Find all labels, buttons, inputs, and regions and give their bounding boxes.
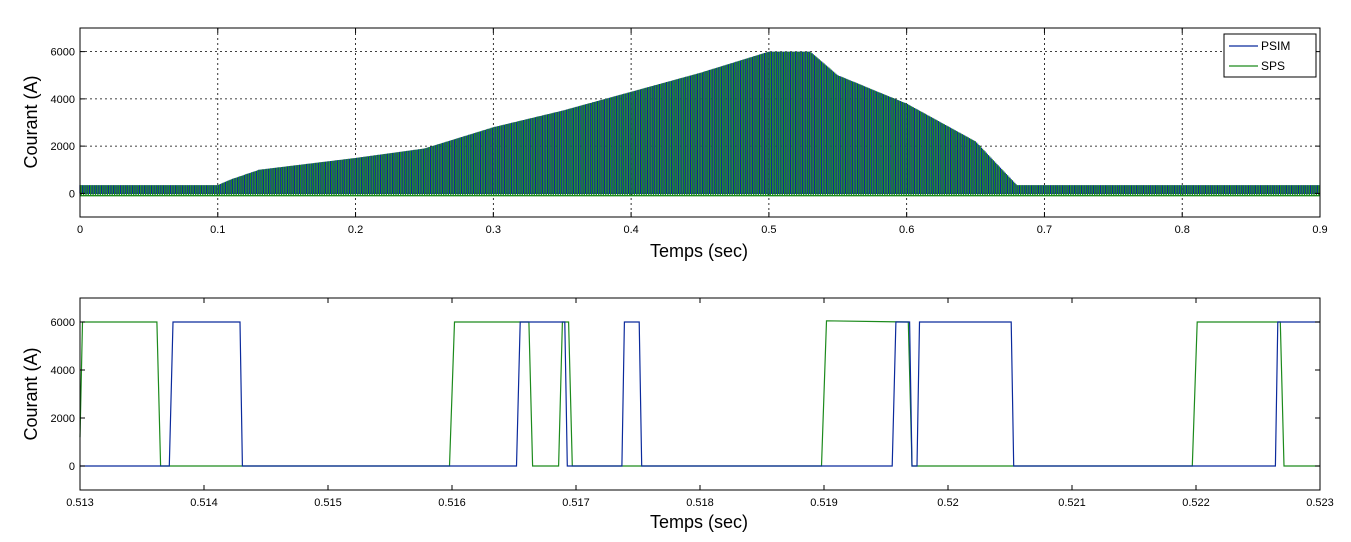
- y-tick-label: 2000: [51, 413, 75, 425]
- x-tick-label: 0.521: [1058, 497, 1086, 509]
- x-tick-label: 0.9: [1312, 224, 1327, 236]
- bottom-plot-xlabel: Temps (sec): [650, 512, 748, 532]
- series-sps: [80, 51, 1320, 197]
- bottom-plot-ylabel: Courant (A): [21, 347, 41, 440]
- x-tick-label: 0.516: [438, 497, 466, 509]
- x-tick-label: 0.523: [1306, 497, 1334, 509]
- series-psim: [80, 321, 1320, 467]
- bottom-plot-series: [79, 320, 1320, 467]
- x-tick-label: 0.517: [562, 497, 590, 509]
- top-plot-xlabel: Temps (sec): [650, 241, 748, 261]
- top-plot-ylabel: Courant (A): [21, 75, 41, 168]
- x-tick-label: 0: [77, 224, 83, 236]
- y-tick-label: 4000: [51, 94, 75, 106]
- x-tick-label: 0.518: [686, 497, 714, 509]
- y-tick-label: 4000: [51, 365, 75, 377]
- x-tick-label: 0.515: [314, 497, 342, 509]
- top-plot-ticks: 0 0.1 0.2 0.3 0.4 0.5 0.6 0.7 0.8 0.9 0 2000 4000 600…: [51, 28, 1328, 236]
- x-tick-label: 0.514: [190, 497, 218, 509]
- top-plot-frame: [79, 27, 1321, 218]
- legend-label-sps: SPS: [1261, 59, 1285, 73]
- y-tick-label: 2000: [51, 141, 75, 153]
- y-tick-label: 6000: [51, 47, 75, 59]
- x-tick-label: 0.513: [66, 497, 94, 509]
- x-tick-label: 0.4: [623, 224, 638, 236]
- top-plot-series: [79, 51, 1320, 197]
- x-tick-label: 0.6: [899, 224, 914, 236]
- bottom-plot-area: [80, 298, 1320, 490]
- y-tick-label: 0: [69, 188, 75, 200]
- bottom-plot: 0.513 0.514 0.515 0.516 0.517 0.518 0.519 0.52 0…: [21, 297, 1334, 532]
- legend-label-psim: PSIM: [1261, 39, 1290, 53]
- top-plot: 0 0.1 0.2 0.3 0.4 0.5 0.6 0.7 0.8 0.9 0 2000 4000 600…: [21, 27, 1328, 261]
- x-tick-label: 0.52: [937, 497, 958, 509]
- x-tick-label: 0.7: [1037, 224, 1052, 236]
- x-tick-label: 0.1: [210, 224, 225, 236]
- bottom-plot-ticks: 0.513 0.514 0.515 0.516 0.517 0.518 0.519 0.52 0…: [51, 298, 1334, 509]
- x-tick-label: 0.522: [1182, 497, 1210, 509]
- y-tick-label: 0: [69, 461, 75, 473]
- legend-box: [1223, 33, 1317, 78]
- x-tick-label: 0.8: [1175, 224, 1190, 236]
- legend: PSIM SPS: [1223, 33, 1317, 78]
- y-tick-label: 6000: [51, 317, 75, 329]
- x-tick-label: 0.3: [486, 224, 501, 236]
- x-tick-label: 0.2: [348, 224, 363, 236]
- x-tick-label: 0.5: [761, 224, 776, 236]
- x-tick-label: 0.519: [810, 497, 838, 509]
